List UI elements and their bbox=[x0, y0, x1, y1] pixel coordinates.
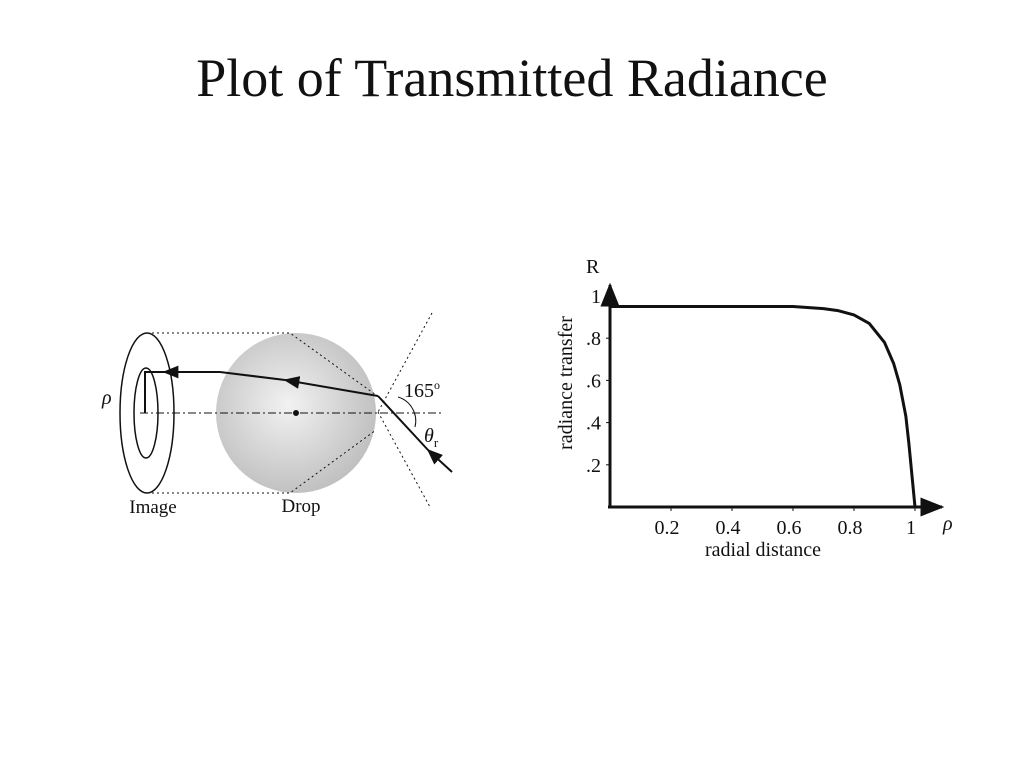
x-axis-title: radial distance bbox=[705, 539, 821, 561]
angle-label: 165o bbox=[404, 378, 440, 402]
x-tick-label: 0.2 bbox=[655, 517, 680, 539]
y-axis-title: radiance transfer bbox=[555, 316, 577, 450]
axes bbox=[600, 282, 945, 517]
drop-diagram bbox=[119, 312, 453, 508]
x-tick-label: 0.6 bbox=[777, 517, 802, 539]
y-axis-name: R bbox=[586, 256, 600, 278]
y-tick-label: .2 bbox=[586, 455, 601, 477]
angle-value: 165 bbox=[404, 380, 434, 402]
x-axis-name: ρ bbox=[942, 513, 953, 535]
slide-title: Plot of Transmitted Radiance bbox=[196, 48, 827, 108]
theta-label: θr bbox=[424, 425, 439, 450]
data-line bbox=[610, 305, 917, 508]
y-tick-label: .6 bbox=[586, 370, 601, 392]
theta: θ bbox=[424, 425, 434, 447]
y-tick-label: .8 bbox=[586, 328, 601, 350]
angle-sup: o bbox=[434, 378, 440, 392]
y-tick-label: 1 bbox=[591, 286, 601, 308]
y-tick-label: .4 bbox=[586, 413, 601, 435]
theta-sub: r bbox=[434, 435, 439, 450]
rho-label: ρ bbox=[101, 387, 112, 409]
image-label: Image bbox=[129, 497, 176, 518]
drop-label: Drop bbox=[281, 496, 320, 517]
x-tick-label: 1 bbox=[906, 517, 916, 539]
x-tick-label: 0.4 bbox=[716, 517, 741, 539]
x-tick-label: 0.8 bbox=[838, 517, 863, 539]
